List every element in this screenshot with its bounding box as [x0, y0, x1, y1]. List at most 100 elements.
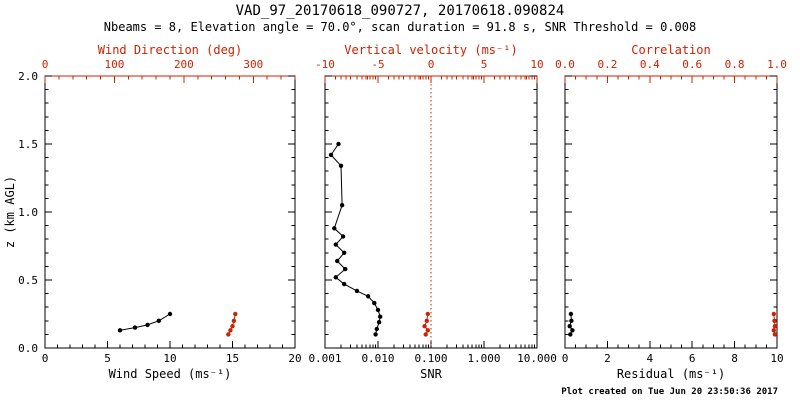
snr-profile-point	[339, 203, 345, 208]
vertical-velocity-series	[422, 311, 430, 337]
bottom-axis-title: Wind Speed (ms⁻¹)	[109, 367, 232, 381]
panel-snr: 0.001 0.010 0.100 1.000 10.000 SNR -10 -5 0 5 10 Ve…	[308, 43, 556, 381]
x-tick-label: 4	[646, 352, 653, 365]
panel-wind: 0.0 0.5 1.0 1.5 2.0 z (km AGL) 0 5 10 15 20 Wind Sp…	[3, 43, 302, 381]
x-tick-label: 5	[104, 352, 111, 365]
wind-speed-point	[167, 311, 173, 317]
wind-direction-series	[226, 311, 238, 337]
top-tick-label: 0.0	[555, 58, 575, 71]
snr-profile-point	[365, 294, 371, 299]
snr-profile-point	[333, 242, 338, 247]
residual-point	[568, 332, 573, 337]
snr-profile-point	[374, 326, 379, 332]
x-tick-label: 0	[42, 352, 49, 365]
x-tick-label: 8	[731, 352, 738, 365]
correlation-series	[771, 311, 778, 337]
top-tick-label: -10	[315, 58, 335, 71]
x-tick-label: 1.000	[467, 352, 500, 365]
wind-direction-point	[226, 332, 231, 337]
plot-created-timestamp: Plot created on Tue Jun 20 23:50:36 2017	[561, 387, 778, 397]
x-tick-label: 20	[288, 352, 301, 365]
x-tick-label: 10.000	[517, 352, 557, 365]
wind-direction-point	[231, 318, 237, 323]
x-tick-label: 6	[689, 352, 696, 365]
top-tick-label: 1.0	[767, 58, 787, 71]
x-tick-label: 0.010	[361, 352, 394, 365]
snr-profile-point	[354, 288, 360, 294]
top-tick-label: 5	[481, 58, 488, 71]
snr-profile-point	[332, 226, 337, 231]
y-tick-label: 0.5	[18, 274, 38, 287]
y-tick-label: 1.5	[18, 138, 38, 151]
wind-direction-point	[230, 324, 235, 329]
correlation-point	[771, 328, 776, 333]
residual-point	[567, 324, 572, 329]
x-tick-label: 0.100	[414, 352, 447, 365]
x-tick-label: 2	[604, 352, 611, 365]
vertical-velocity-point	[424, 318, 429, 323]
vertical-velocity-point	[425, 311, 430, 317]
x-tick-label: 15	[226, 352, 239, 365]
top-tick-label: 0.8	[725, 58, 745, 71]
snr-profile-point	[342, 250, 347, 255]
snr-profile-point	[335, 258, 340, 264]
x-tick-label: 0.001	[308, 352, 341, 365]
top-axis-title: Correlation	[631, 43, 710, 57]
residual-point	[568, 311, 574, 317]
y-tick-label: 0.0	[18, 342, 38, 355]
plot-title: VAD_97_20170618_090727, 20170618.090824	[235, 3, 565, 19]
snr-profile-point	[378, 314, 383, 319]
wind-speed-point	[156, 318, 161, 323]
top-tick-label: 100	[105, 58, 125, 71]
y-tick-label: 1.0	[18, 206, 38, 219]
snr-profile-point	[333, 275, 338, 280]
panel-residual: 0 2 4 6 8 10 Residual (ms⁻¹) 0.0 0.2 0.4 0.6 0.8 1.0…	[555, 43, 787, 381]
snr-profile-point	[328, 152, 334, 158]
vertical-velocity-point	[422, 324, 427, 329]
x-tick-label: 10	[163, 352, 176, 365]
correlation-point	[772, 332, 778, 337]
correlation-point	[772, 324, 778, 329]
top-tick-label: 0.4	[640, 58, 660, 71]
top-tick-label: -5	[371, 58, 384, 71]
bottom-axis-title: SNR	[420, 367, 442, 381]
plot-subtitle: Nbeams = 8, Elevation angle = 70.0°, sca…	[103, 20, 697, 34]
wind-speed-point	[132, 325, 138, 330]
y-axis-title: z (km AGL)	[3, 176, 17, 248]
top-tick-label: 200	[174, 58, 194, 71]
wind-direction-point	[233, 311, 238, 317]
x-tick-label: 10	[770, 352, 783, 365]
top-tick-label: 0.6	[682, 58, 702, 71]
top-tick-label: 10	[530, 58, 543, 71]
snr-profile-point	[372, 300, 377, 306]
correlation-point	[771, 311, 776, 317]
snr-profile-point	[340, 234, 346, 239]
snr-profile-point	[342, 281, 347, 287]
snr-profile-point	[375, 307, 381, 313]
residual-series	[567, 311, 575, 337]
snr-profile-point	[373, 332, 378, 337]
top-tick-label: 0	[428, 58, 435, 71]
wind-direction-point	[228, 328, 233, 333]
snr-profile-series	[328, 141, 383, 337]
residual-point	[570, 328, 575, 333]
bottom-axis-title: Residual (ms⁻¹)	[617, 367, 725, 381]
vertical-velocity-point	[425, 328, 430, 333]
x-tick-label: 0	[562, 352, 569, 365]
top-axis-title: Wind Direction (deg)	[98, 43, 243, 57]
top-tick-label: 300	[243, 58, 263, 71]
snr-profile-point	[343, 266, 348, 272]
snr-profile-point	[336, 141, 341, 147]
vertical-velocity-point	[423, 332, 428, 337]
correlation-point	[772, 318, 777, 323]
top-tick-label: 0	[42, 58, 49, 71]
snr-profile-point	[376, 320, 382, 325]
wind-speed-point	[145, 322, 150, 328]
top-tick-label: 0.2	[597, 58, 617, 71]
wind-speed-point	[117, 328, 123, 333]
top-axis-title: Vertical velocity (ms⁻¹)	[344, 43, 517, 57]
wind-speed-series	[117, 311, 173, 333]
residual-point	[569, 318, 574, 323]
